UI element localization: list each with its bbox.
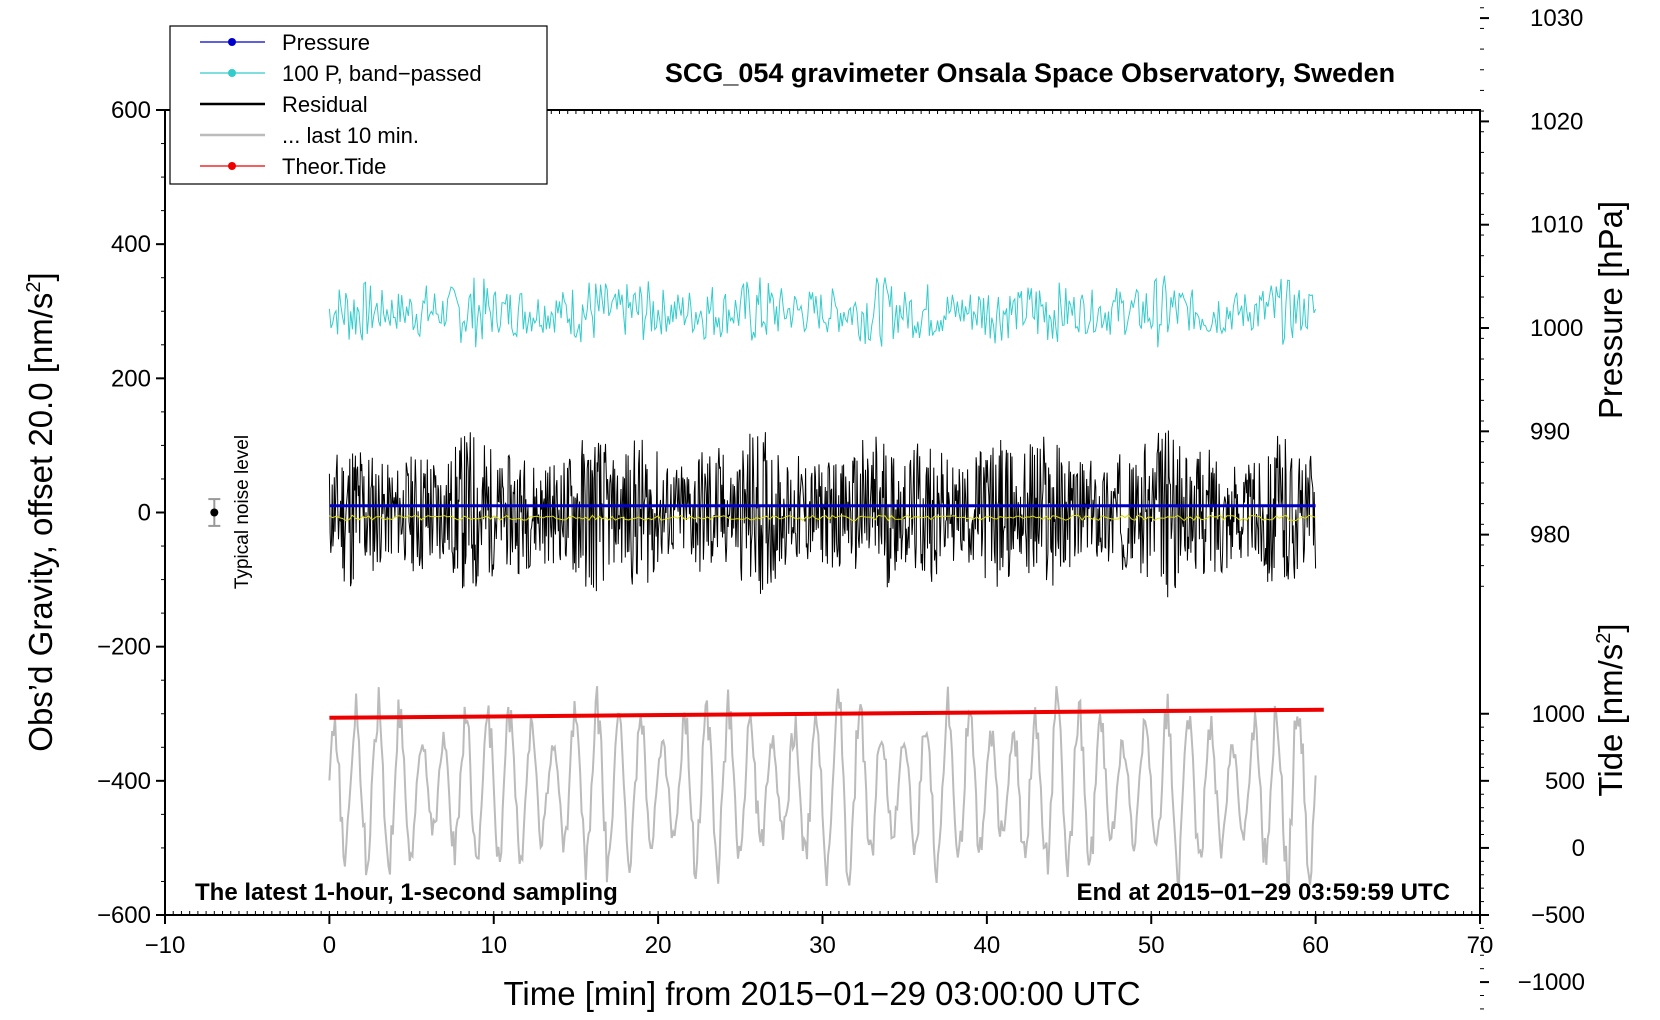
pressure-tick-label: 1010 — [1530, 212, 1583, 239]
legend-label: Residual — [282, 92, 368, 117]
y-tick-label: 200 — [111, 365, 151, 392]
x-tick-label: 0 — [323, 932, 336, 959]
legend-label: 100 P, band−passed — [282, 61, 482, 86]
series-residual — [328, 430, 1317, 598]
y-axis-title-left-close: ] — [22, 272, 59, 281]
y-axis-title-left: Obs’d Gravity, offset 20.0 [nm/s2] — [22, 272, 59, 751]
x-tick-label: 60 — [1302, 932, 1329, 959]
annotation-right: End at 2015−01−29 03:59:59 UTC — [1076, 879, 1450, 906]
tide-axis-title-main: Tide [nm/s — [1592, 644, 1629, 797]
series-residual-smoothed- — [329, 514, 1316, 522]
y-tick-label: −400 — [97, 768, 151, 795]
pressure-tick-label: 1030 — [1530, 5, 1583, 32]
tide-tick-label: 1000 — [1532, 701, 1585, 728]
y-tick-label: 0 — [138, 500, 151, 527]
x-tick-label: 10 — [480, 932, 507, 959]
x-tick-label: 50 — [1138, 932, 1165, 959]
pressure-tick-label: 980 — [1530, 522, 1570, 549]
x-tick-label: 30 — [809, 932, 836, 959]
axis-layer: −10 0 10 20 30 40 50 60 70−600−400−2000200400600… — [97, 5, 1585, 1010]
annotation-left: The latest 1-hour, 1-second sampling — [195, 879, 618, 906]
noise-marker — [208, 498, 221, 527]
series-100-p-band-passed — [328, 275, 1317, 348]
tide-tick-label: −500 — [1531, 902, 1585, 929]
legend-label: Theor.Tide — [282, 154, 386, 179]
y-tick-label: 600 — [111, 97, 151, 124]
minor-ticks — [164, 110, 1481, 915]
series-theor-tide — [329, 707, 1324, 720]
y-tick-label: −600 — [97, 902, 151, 929]
legend-marker — [228, 69, 236, 77]
legend-marker — [228, 162, 236, 170]
tide-tick-label: −1000 — [1518, 969, 1585, 996]
pressure-tick-label: 990 — [1530, 418, 1570, 445]
tide-axis-title-close: ] — [1592, 623, 1629, 632]
series--last-10-min- — [328, 686, 1317, 891]
pressure-axis-title: Pressure [hPa] — [1592, 201, 1629, 419]
y-tick-label: −200 — [97, 634, 151, 661]
noise-label: Typical noise level — [232, 435, 253, 589]
tide-axis-title: Tide [nm/s2] — [1592, 623, 1629, 796]
y-axis-title-left-main: Obs’d Gravity, offset 20.0 [nm/s — [22, 293, 59, 752]
legend: Pressure 100 P, band−passed Residual ... la… — [169, 25, 548, 185]
tide-axis-title-sup: 2 — [1593, 633, 1615, 644]
noise-point — [210, 508, 219, 517]
y-axis-title-left-sup: 2 — [23, 281, 45, 292]
x-tick-label: 40 — [974, 932, 1001, 959]
legend-marker — [228, 38, 236, 46]
x-tick-label: −10 — [145, 932, 186, 959]
x-axis-title: Time [min] from 2015−01−29 03:00:00 UTC — [503, 975, 1140, 1012]
pressure-tick-label: 1000 — [1530, 315, 1583, 342]
x-tick-label: 70 — [1467, 932, 1494, 959]
x-tick-label: 20 — [645, 932, 672, 959]
legend-label: Pressure — [282, 30, 370, 55]
y-tick-label: 400 — [111, 231, 151, 258]
chart-title: SCG_054 gravimeter Onsala Space Observat… — [665, 58, 1395, 88]
tide-tick-label: 0 — [1572, 835, 1585, 862]
series-layer — [328, 275, 1324, 891]
tide-tick-label: 500 — [1545, 768, 1585, 795]
pressure-tick-label: 1020 — [1530, 108, 1583, 135]
legend-label: ... last 10 min. — [282, 123, 419, 148]
